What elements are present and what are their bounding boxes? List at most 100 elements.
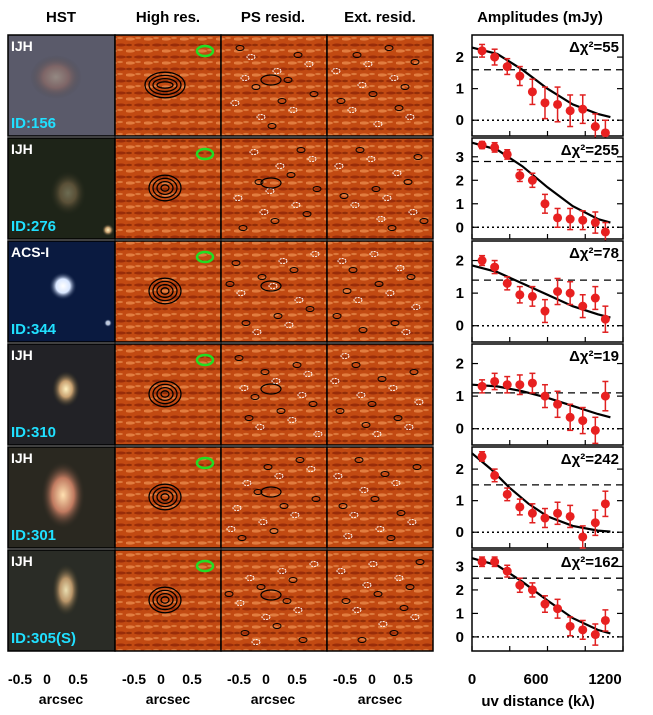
tick-label: 0 xyxy=(157,671,165,687)
image-axis-col1: -0.5 0 0.5 arcsec xyxy=(8,671,88,707)
contour xyxy=(260,589,282,601)
contour xyxy=(338,503,348,509)
contour xyxy=(330,378,340,384)
contour xyxy=(368,91,378,97)
contour xyxy=(231,260,241,266)
contour xyxy=(348,267,358,273)
contour xyxy=(342,288,352,294)
contour xyxy=(290,512,300,518)
contour xyxy=(245,575,255,581)
data-point xyxy=(600,391,610,401)
contour xyxy=(272,623,282,629)
contour xyxy=(362,582,372,588)
contour xyxy=(358,327,368,333)
contour xyxy=(408,209,418,215)
delta-chi2-label: Δχ²=19 xyxy=(569,348,619,365)
contour xyxy=(269,528,279,534)
contour xyxy=(270,218,280,224)
band-label: IJH xyxy=(11,38,33,54)
contour xyxy=(291,202,301,208)
header-amplitudes: Amplitudes (mJy) xyxy=(477,9,603,26)
delta-chi2-label: Δχ²=78 xyxy=(569,245,619,262)
contour xyxy=(394,105,404,111)
data-point xyxy=(553,213,563,223)
tick-label: 0 xyxy=(368,671,376,687)
contour xyxy=(377,376,387,382)
contour xyxy=(354,457,364,463)
data-point xyxy=(590,518,600,528)
data-point xyxy=(502,566,512,576)
y-tick-label: 1 xyxy=(456,285,464,302)
contour xyxy=(233,195,243,201)
contour xyxy=(401,329,411,335)
contour xyxy=(160,493,170,501)
y-tick-label: 1 xyxy=(456,196,464,213)
data-point xyxy=(590,218,600,228)
data-point xyxy=(490,376,500,386)
contour xyxy=(160,390,170,398)
contour xyxy=(260,486,282,498)
contour xyxy=(356,392,366,398)
contour xyxy=(349,512,359,518)
beam-ellipse xyxy=(195,147,215,161)
contour xyxy=(254,179,264,185)
contour xyxy=(340,353,350,359)
data-point xyxy=(515,171,525,181)
contour xyxy=(148,586,182,614)
contour xyxy=(353,297,363,303)
contour xyxy=(260,369,270,375)
contour xyxy=(334,163,344,169)
contour xyxy=(272,68,282,74)
contour xyxy=(298,637,308,643)
contour xyxy=(366,156,376,162)
contour xyxy=(311,496,321,502)
contour xyxy=(230,100,240,106)
contour xyxy=(275,163,285,169)
band-label: IJH xyxy=(11,553,33,569)
axis-label-arcsec: arcsec xyxy=(358,691,403,707)
contour xyxy=(287,417,297,423)
y-tick-label: 3 xyxy=(456,558,464,575)
contour xyxy=(368,561,378,567)
contour xyxy=(261,614,271,620)
band-label: IJH xyxy=(11,450,33,466)
ps-residual-map xyxy=(220,446,328,549)
ps-residual-map xyxy=(220,137,328,240)
data-point xyxy=(600,314,610,324)
contour xyxy=(252,329,262,335)
contour xyxy=(335,408,345,414)
contour xyxy=(148,74,182,96)
ext-residual-map xyxy=(326,343,434,446)
data-point xyxy=(490,142,500,152)
contour xyxy=(371,186,381,192)
contour xyxy=(395,265,405,271)
panel-row: IJH ID:276 0 1 2 3 Δχ²=255 xyxy=(7,137,624,243)
contour xyxy=(399,605,409,611)
contour xyxy=(284,322,294,328)
contour xyxy=(260,280,282,292)
data-point xyxy=(477,381,487,391)
contour xyxy=(156,180,174,196)
contour xyxy=(156,283,174,299)
contour xyxy=(336,98,346,104)
tick-label: -0.5 xyxy=(122,671,146,687)
contour xyxy=(382,195,392,201)
contour xyxy=(310,251,320,257)
y-tick-label: 0 xyxy=(456,421,464,438)
galaxy-blob xyxy=(41,461,85,529)
contour xyxy=(352,52,362,58)
data-point xyxy=(600,615,610,625)
contour xyxy=(380,471,390,477)
data-point xyxy=(578,625,588,635)
contour xyxy=(276,408,286,414)
contour xyxy=(414,399,424,405)
contour xyxy=(302,211,312,217)
delta-chi2-label: Δχ²=55 xyxy=(569,39,619,56)
high-res-map xyxy=(114,137,222,240)
ext-residual-map xyxy=(326,549,434,652)
contour xyxy=(237,535,247,541)
uv-tick-600: 600 xyxy=(523,671,548,688)
contour xyxy=(309,561,319,567)
contour xyxy=(313,431,323,437)
contour xyxy=(389,630,399,636)
